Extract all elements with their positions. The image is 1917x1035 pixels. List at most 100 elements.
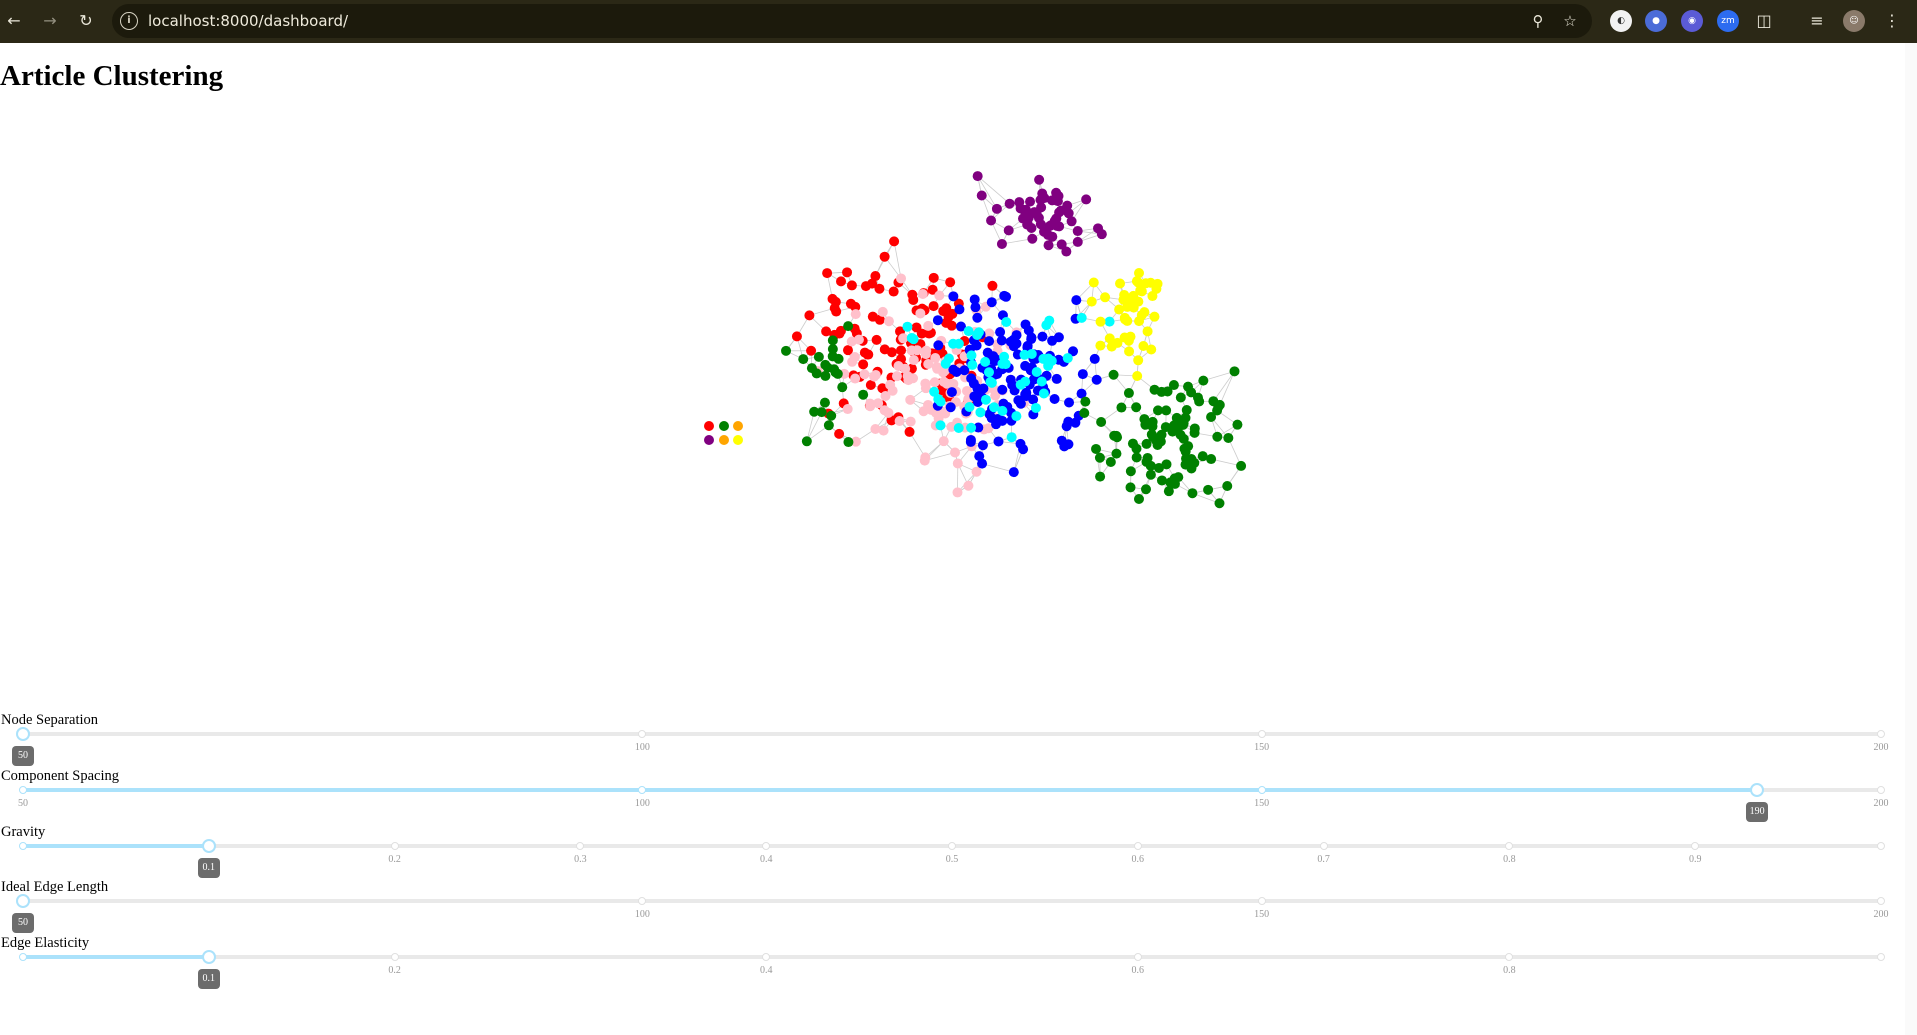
slider-dot[interactable]	[1877, 786, 1885, 794]
graph-node[interactable]	[1045, 220, 1056, 231]
graph-node[interactable]	[885, 379, 896, 390]
graph-node[interactable]	[1051, 187, 1062, 198]
slider-rail[interactable]	[23, 899, 1881, 903]
graph-node[interactable]	[1020, 360, 1031, 371]
graph-node[interactable]	[1086, 296, 1097, 307]
graph-node[interactable]	[859, 369, 870, 380]
graph-node[interactable]	[987, 280, 998, 291]
graph-node[interactable]	[1001, 317, 1012, 328]
graph-node[interactable]	[1018, 444, 1029, 455]
graph-node[interactable]	[1153, 462, 1164, 473]
graph-node[interactable]	[962, 385, 973, 396]
graph-node[interactable]	[1142, 452, 1153, 463]
graph-node[interactable]	[945, 402, 956, 413]
graph-node[interactable]	[1077, 369, 1088, 380]
graph-node[interactable]	[989, 402, 1000, 413]
profile-avatar[interactable]: ☺	[1843, 10, 1865, 32]
graph-node[interactable]	[883, 407, 894, 418]
slider-dot[interactable]	[1877, 897, 1885, 905]
graph-node[interactable]	[928, 301, 939, 312]
graph-node[interactable]	[1163, 486, 1174, 497]
graph-node[interactable]	[980, 394, 991, 405]
graph-node[interactable]	[973, 422, 984, 433]
graph-node[interactable]	[1111, 430, 1122, 441]
slider-dot[interactable]	[1505, 953, 1514, 961]
graph-node[interactable]	[1034, 174, 1045, 185]
kebab-menu-icon[interactable]: ⋮	[1884, 11, 1900, 30]
graph-node[interactable]	[1104, 316, 1115, 327]
graph-node[interactable]	[1175, 429, 1186, 440]
graph-node[interactable]	[1027, 233, 1038, 244]
graph-node[interactable]	[972, 171, 983, 182]
graph-node[interactable]	[1162, 386, 1173, 397]
graph-node[interactable]	[927, 284, 938, 295]
graph-node[interactable]	[806, 345, 817, 356]
graph-node[interactable]	[940, 358, 951, 369]
graph-node[interactable]	[1142, 326, 1153, 337]
graph-node[interactable]	[1030, 402, 1041, 413]
graph-node[interactable]	[1072, 226, 1083, 237]
graph-node[interactable]	[917, 289, 928, 300]
graph-node[interactable]	[1020, 376, 1031, 387]
graph-node[interactable]	[975, 407, 986, 418]
graph-node[interactable]	[827, 293, 838, 304]
graph-node[interactable]	[1049, 394, 1060, 405]
graph-node[interactable]	[888, 286, 899, 297]
graph-node[interactable]	[907, 289, 918, 300]
graph-node[interactable]	[826, 410, 837, 421]
graph-node[interactable]	[993, 436, 1004, 447]
slider-handle[interactable]	[1750, 783, 1765, 797]
graph-node[interactable]	[1131, 276, 1142, 287]
graph-node[interactable]	[966, 350, 977, 361]
graph-node[interactable]	[1168, 380, 1179, 391]
graph-node[interactable]	[1136, 286, 1147, 297]
graph-node[interactable]	[983, 423, 994, 434]
graph-node[interactable]	[1133, 494, 1144, 505]
forward-icon[interactable]: →	[43, 11, 57, 30]
graph-node[interactable]	[1068, 346, 1079, 357]
graph-node[interactable]	[831, 306, 842, 317]
graph-node[interactable]	[923, 320, 934, 331]
graph-node[interactable]	[1031, 366, 1042, 377]
graph-node[interactable]	[806, 363, 817, 374]
graph-node[interactable]	[930, 353, 941, 364]
graph-node[interactable]	[904, 426, 915, 437]
graph-node[interactable]	[891, 371, 902, 382]
slider-dot[interactable]	[390, 953, 399, 961]
graph-node[interactable]	[902, 371, 913, 382]
graph-node[interactable]	[1176, 415, 1187, 426]
graph-node[interactable]	[923, 359, 934, 370]
graph-node[interactable]	[843, 437, 854, 448]
graph-node[interactable]	[1203, 484, 1214, 495]
graph-node[interactable]	[932, 363, 943, 374]
graph-node[interactable]	[1079, 408, 1090, 419]
graph-node[interactable]	[1061, 246, 1072, 257]
graph-node[interactable]	[1133, 268, 1144, 279]
graph-node[interactable]	[1167, 426, 1178, 437]
graph-node[interactable]	[849, 351, 860, 362]
graph-node[interactable]	[997, 384, 1008, 395]
graph-node[interactable]	[1111, 448, 1122, 459]
graph-node[interactable]	[733, 435, 743, 445]
graph-node[interactable]	[842, 267, 853, 278]
graph-node[interactable]	[846, 280, 857, 291]
graph-node[interactable]	[984, 328, 995, 339]
graph-node[interactable]	[820, 359, 831, 370]
graph-node[interactable]	[905, 394, 916, 405]
extension-zm-icon[interactable]: zm	[1717, 10, 1739, 32]
bookmark-star-icon[interactable]: ☆	[1563, 12, 1577, 30]
graph-node[interactable]	[1145, 460, 1156, 471]
graph-node[interactable]	[906, 332, 917, 343]
graph-node[interactable]	[871, 334, 882, 345]
graph-node[interactable]	[977, 458, 988, 469]
graph-node[interactable]	[1139, 414, 1150, 425]
graph-node[interactable]	[951, 366, 962, 377]
graph-node[interactable]	[959, 365, 970, 376]
graph-node[interactable]	[813, 351, 824, 362]
graph-node[interactable]	[880, 391, 891, 402]
graph-node[interactable]	[1088, 277, 1099, 288]
graph-node[interactable]	[954, 304, 965, 315]
graph-node[interactable]	[1105, 456, 1116, 467]
graph-node[interactable]	[999, 290, 1010, 301]
graph-node[interactable]	[945, 277, 956, 288]
